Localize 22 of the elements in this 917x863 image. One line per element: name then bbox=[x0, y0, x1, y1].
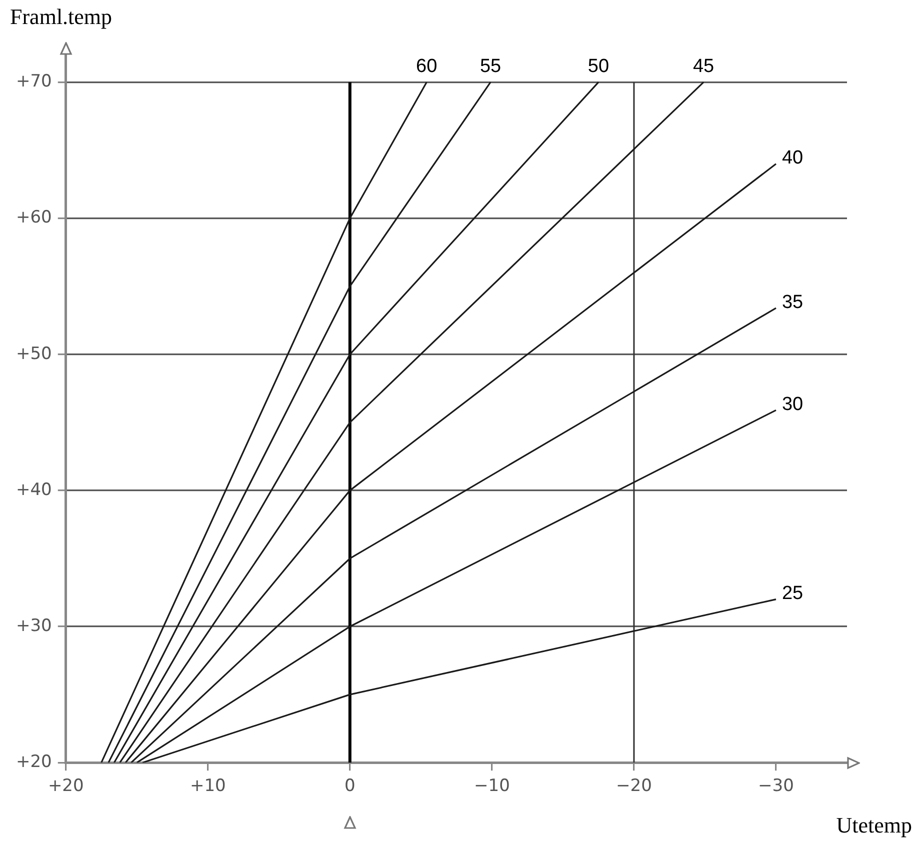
y-tick-label: +60 bbox=[16, 208, 52, 228]
x-tick-label: −20 bbox=[616, 776, 652, 796]
x-tick-label: −30 bbox=[758, 776, 794, 796]
series-label: 60 bbox=[416, 56, 438, 77]
series-label: 25 bbox=[782, 583, 804, 604]
x-tick-label: +10 bbox=[190, 776, 226, 796]
series-label: 40 bbox=[782, 148, 804, 169]
x-tick-label: −10 bbox=[474, 776, 510, 796]
x-tick-label: 0 bbox=[344, 776, 356, 796]
series-label: 55 bbox=[480, 56, 502, 77]
series-label: 35 bbox=[782, 292, 804, 313]
x-axis-title: Utetemp bbox=[836, 812, 912, 838]
y-tick-label: +50 bbox=[16, 344, 52, 364]
y-tick-label: +30 bbox=[16, 616, 52, 636]
y-tick-label: +20 bbox=[16, 752, 52, 772]
series-label: 30 bbox=[782, 394, 804, 415]
x-tick-label: +20 bbox=[48, 776, 84, 796]
series-label: 45 bbox=[692, 56, 714, 77]
y-tick-label: +40 bbox=[16, 480, 52, 500]
y-tick-label: +70 bbox=[16, 72, 52, 92]
y-axis-title: Framl.temp bbox=[10, 4, 112, 29]
series-label: 50 bbox=[588, 56, 610, 77]
